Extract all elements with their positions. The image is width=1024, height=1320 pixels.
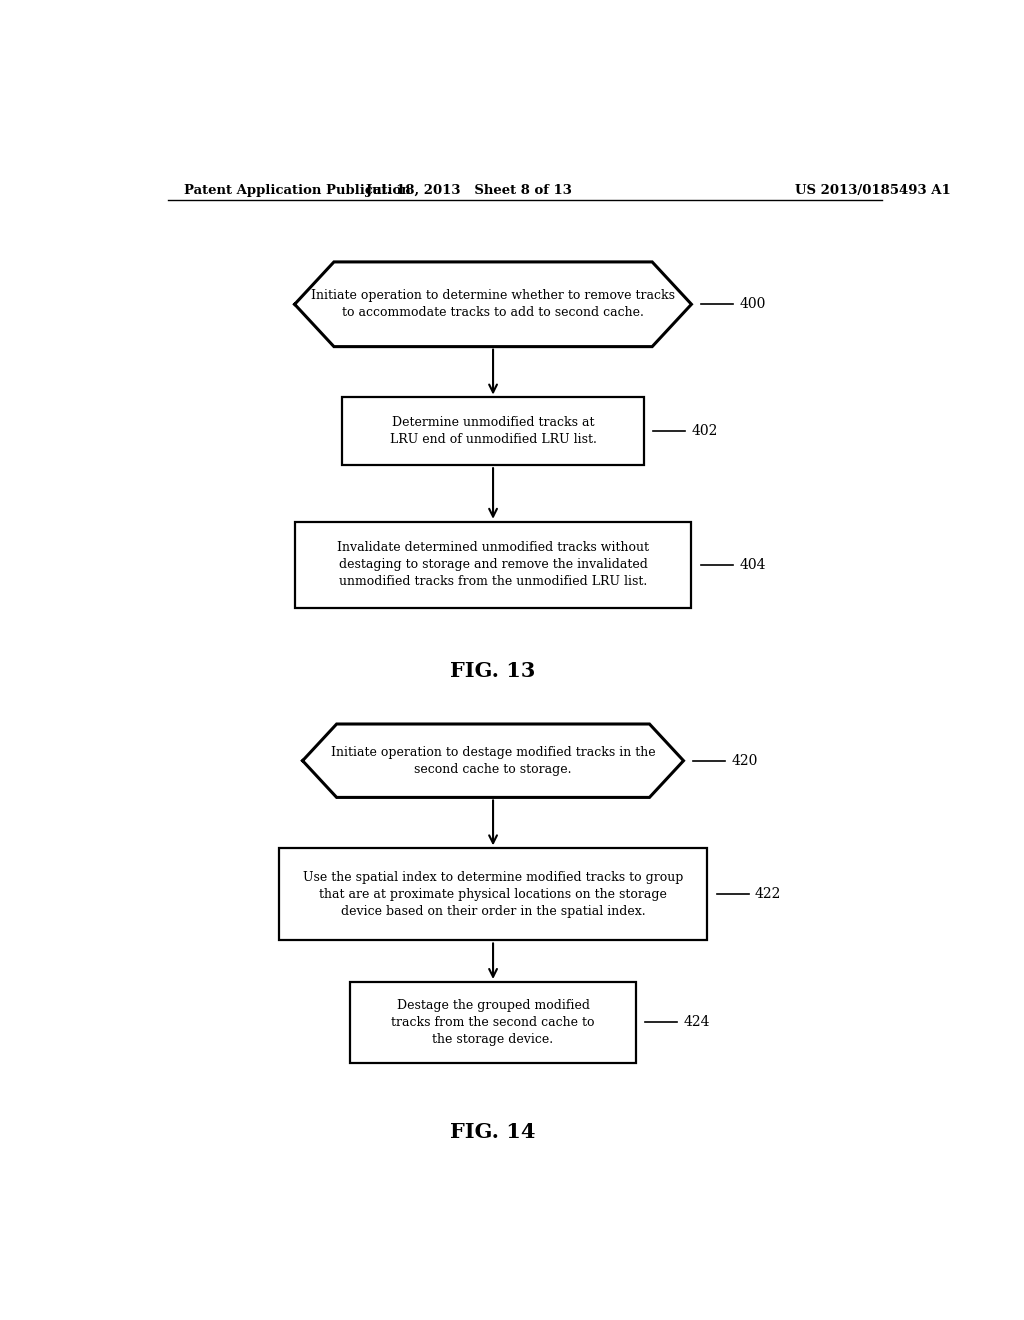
Text: 420: 420 (731, 754, 758, 768)
Text: Invalidate determined unmodified tracks without
destaging to storage and remove : Invalidate determined unmodified tracks … (337, 541, 649, 589)
Text: Initiate operation to determine whether to remove tracks
to accommodate tracks t: Initiate operation to determine whether … (311, 289, 675, 319)
Text: Jul. 18, 2013   Sheet 8 of 13: Jul. 18, 2013 Sheet 8 of 13 (367, 183, 572, 197)
Text: Initiate operation to destage modified tracks in the
second cache to storage.: Initiate operation to destage modified t… (331, 746, 655, 776)
Text: 424: 424 (684, 1015, 710, 1030)
Text: Destage the grouped modified
tracks from the second cache to
the storage device.: Destage the grouped modified tracks from… (391, 999, 595, 1045)
Text: Use the spatial index to determine modified tracks to group
that are at proximat: Use the spatial index to determine modif… (303, 871, 683, 917)
Text: 402: 402 (691, 424, 718, 438)
Text: Determine unmodified tracks at
LRU end of unmodified LRU list.: Determine unmodified tracks at LRU end o… (389, 416, 597, 446)
Text: FIG. 13: FIG. 13 (451, 661, 536, 681)
Text: Patent Application Publication: Patent Application Publication (183, 183, 411, 197)
Text: 404: 404 (739, 558, 766, 572)
Text: US 2013/0185493 A1: US 2013/0185493 A1 (795, 183, 950, 197)
Text: 400: 400 (739, 297, 766, 312)
Text: FIG. 14: FIG. 14 (451, 1122, 536, 1142)
Text: 422: 422 (755, 887, 781, 902)
